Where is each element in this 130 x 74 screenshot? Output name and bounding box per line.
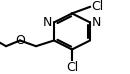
Text: N: N — [92, 16, 101, 29]
Text: Cl: Cl — [66, 61, 78, 74]
Text: N: N — [43, 16, 52, 29]
Text: O: O — [15, 34, 25, 47]
Text: Cl: Cl — [91, 0, 103, 13]
